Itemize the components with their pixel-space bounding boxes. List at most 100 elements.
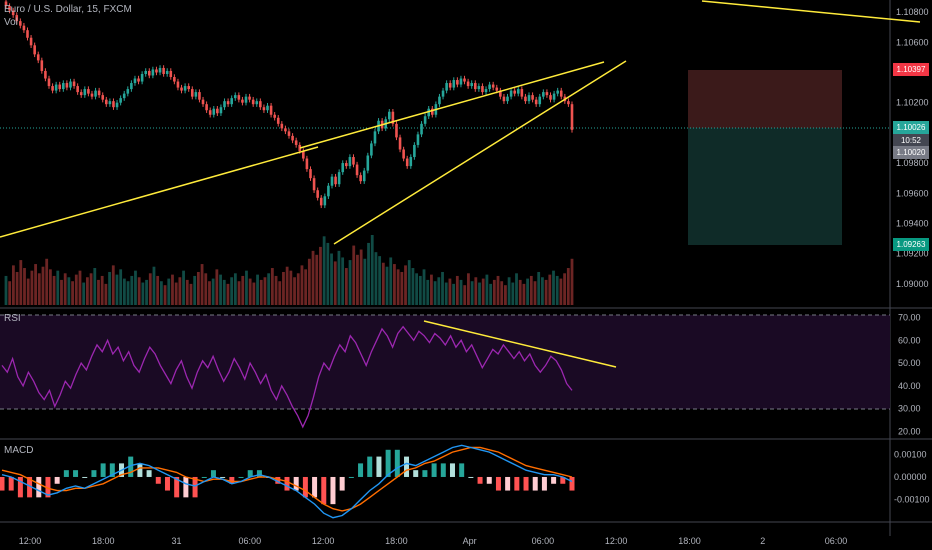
- volume-bar: [315, 254, 319, 305]
- candle-body: [255, 101, 259, 105]
- candle-body: [19, 21, 22, 26]
- macd-histogram-bar: [192, 476, 198, 498]
- price-tick-label: 1.09000: [896, 279, 929, 289]
- macd-histogram-bar: [541, 476, 547, 491]
- volume-bar: [311, 250, 315, 305]
- volume-bar: [518, 279, 522, 305]
- candle-body: [79, 92, 83, 96]
- symbol-title[interactable]: Euro / U.S. Dollar, 15, FXCM: [4, 4, 132, 15]
- macd-histogram-bar: [495, 476, 501, 491]
- candle-body: [409, 157, 413, 167]
- candle-body: [513, 90, 516, 94]
- candle-body: [244, 96, 248, 103]
- candle-body: [223, 101, 226, 108]
- candle-body: [567, 101, 570, 105]
- price-tick-label: 1.10600: [896, 37, 929, 47]
- candle-body: [531, 95, 534, 100]
- time-tick-label: 12:00: [312, 536, 335, 546]
- macd-histogram-bar: [0, 476, 5, 491]
- target-price-tag: 1.10397: [893, 63, 929, 76]
- volume-bar: [500, 281, 504, 305]
- rsi-layer: [1, 325, 573, 429]
- volume-bar: [259, 279, 263, 305]
- volume-bar: [52, 275, 56, 305]
- volume-bar: [393, 264, 396, 305]
- volume-bar: [300, 265, 304, 305]
- wedge-upper-trendline[interactable]: [299, 61, 605, 149]
- volume-bar: [148, 273, 152, 305]
- volume-bar: [507, 277, 511, 305]
- macd-histogram-bar: [183, 476, 189, 498]
- macd-histogram-bar: [220, 476, 226, 478]
- price-tick-label: 1.09400: [896, 218, 929, 228]
- volume-bar: [41, 266, 45, 305]
- candle-body: [481, 86, 484, 93]
- volume-bar: [289, 270, 293, 305]
- volume-bar: [71, 281, 74, 305]
- macd-histogram-bar: [440, 463, 446, 477]
- volume-bar: [4, 275, 8, 305]
- volume-bar: [182, 270, 185, 305]
- candle-body: [126, 89, 130, 94]
- volume-bar: [359, 249, 363, 305]
- volume-bar: [233, 273, 237, 305]
- volume-bar: [45, 258, 49, 305]
- lower-trendline[interactable]: [0, 146, 319, 238]
- volume-bar: [526, 278, 530, 305]
- macd-layer: [0, 444, 575, 519]
- macd-histogram-bar: [431, 463, 437, 477]
- macd-histogram-bar: [201, 476, 207, 478]
- volume-bar: [60, 279, 63, 305]
- candle-body: [330, 176, 334, 186]
- wedge-lower-trendline[interactable]: [333, 60, 627, 245]
- candle-body: [463, 78, 466, 82]
- volume-bar: [78, 270, 82, 305]
- countdown-tag: 10:52: [893, 134, 929, 147]
- reward-zone[interactable]: [688, 128, 842, 245]
- candle-body: [183, 86, 187, 91]
- volume-bar: [248, 278, 252, 305]
- volume-bar: [141, 282, 145, 305]
- candle-body: [198, 92, 201, 100]
- volume-bar: [333, 261, 337, 305]
- rsi-divergence-trendline[interactable]: [423, 320, 617, 368]
- volume-bar: [56, 270, 60, 305]
- macd-histogram-bar: [256, 470, 262, 477]
- macd-histogram-bar: [321, 476, 327, 505]
- price-tick-label: 1.09600: [896, 188, 929, 198]
- rsi-label[interactable]: RSI: [4, 313, 21, 324]
- volume-bar: [566, 268, 570, 305]
- volume-bar: [326, 242, 330, 305]
- time-axis[interactable]: 12:00 18:00 31 06:00 12:00 18:00 Apr 06:00 12:00…: [19, 536, 848, 546]
- macd-label[interactable]: MACD: [4, 445, 34, 456]
- volume-bar: [470, 281, 474, 305]
- volume-bar: [444, 282, 448, 305]
- volume-bar: [11, 265, 15, 305]
- candle-body: [466, 81, 470, 87]
- macd-histogram-bar: [302, 476, 308, 498]
- time-tick-label: 18:00: [385, 536, 408, 546]
- volume-bar: [537, 271, 541, 305]
- candle-body: [477, 86, 481, 90]
- macd-tick-label: 0.00100: [894, 449, 927, 459]
- upper-right-trendline[interactable]: [701, 0, 921, 23]
- candle-body: [373, 131, 377, 144]
- volume-bar: [437, 277, 441, 305]
- volume-bar: [293, 277, 296, 305]
- candle-body: [176, 81, 180, 88]
- candle-body: [29, 37, 33, 46]
- volume-bar: [341, 257, 345, 305]
- volume-bar: [48, 269, 52, 305]
- price-tick-label: 1.10800: [896, 7, 929, 17]
- rsi-axis[interactable]: 70.00 60.00 50.00 40.00 30.00 20.00: [898, 313, 921, 437]
- macd-axis[interactable]: 0.00100 0.00000 -0.00100: [894, 449, 930, 504]
- volume-bar: [481, 278, 485, 305]
- macd-line: [1, 444, 573, 519]
- risk-zone[interactable]: [688, 70, 842, 128]
- volume-bar: [348, 260, 352, 305]
- candle-body: [352, 157, 355, 165]
- candle-body: [105, 99, 108, 105]
- candle-body: [266, 105, 269, 111]
- candle-body: [11, 10, 15, 16]
